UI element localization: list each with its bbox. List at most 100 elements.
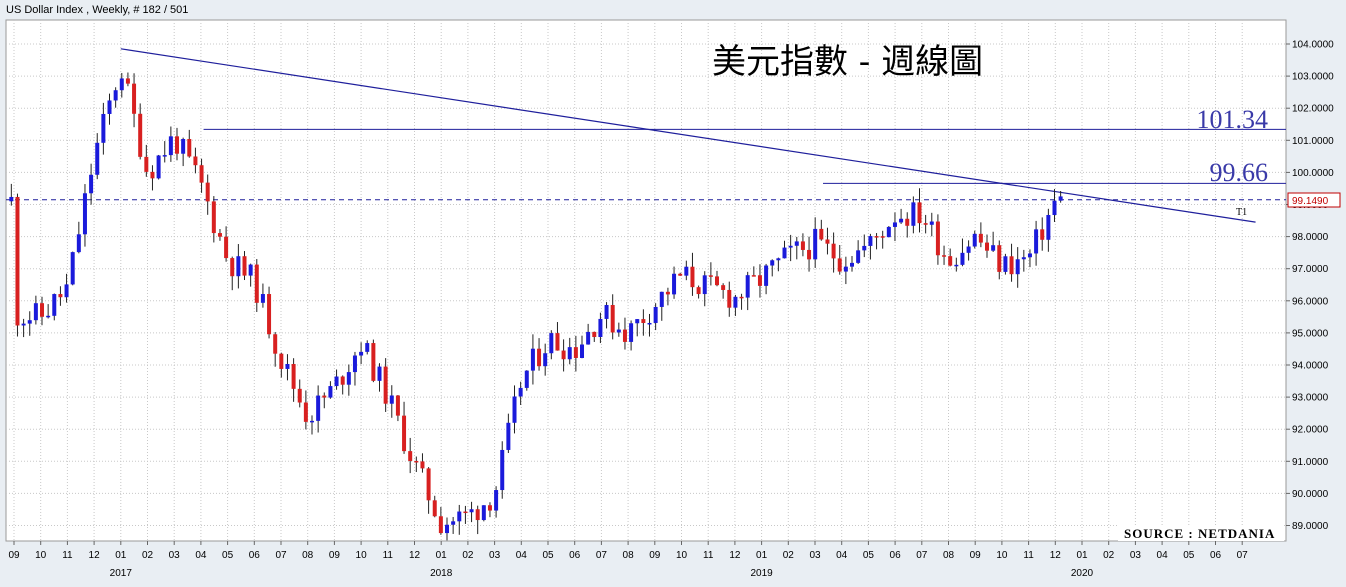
- candle-body: [991, 245, 996, 251]
- x-tick-label: 10: [35, 550, 47, 561]
- x-tick-label: 02: [142, 550, 154, 561]
- y-tick-label: 103.0000: [1292, 72, 1334, 83]
- candle-body: [770, 260, 775, 266]
- candle-body: [316, 395, 321, 421]
- candle: [561, 339, 566, 372]
- candle: [52, 293, 57, 321]
- candle-body: [555, 333, 560, 351]
- x-axis: 09 10 11 12 01 02 03 04 05 06 07 08 09 10 11 12 01 02 03 04…: [8, 541, 1248, 579]
- x-tick-label: 08: [302, 550, 314, 561]
- y-tick-label: 102.0000: [1292, 104, 1334, 115]
- candle: [260, 283, 265, 308]
- candle: [886, 226, 891, 238]
- candle: [175, 127, 180, 161]
- candle: [445, 517, 450, 541]
- candle-body: [181, 139, 186, 154]
- candle: [1003, 253, 1008, 275]
- candle: [254, 259, 259, 312]
- candle: [825, 227, 830, 255]
- candle-body: [672, 273, 677, 295]
- candle-body: [420, 461, 425, 469]
- candle: [721, 283, 726, 299]
- x-tick-label: 06: [569, 550, 581, 561]
- candle-body: [776, 258, 781, 261]
- candle-body: [899, 218, 904, 223]
- candle: [322, 392, 327, 409]
- candle-body: [310, 420, 315, 423]
- year-label: 2018: [430, 568, 453, 579]
- candle-body: [475, 509, 480, 521]
- y-tick-label: 89.0000: [1292, 521, 1329, 532]
- candle-body: [917, 202, 922, 224]
- candle: [125, 72, 130, 87]
- x-tick-label: 11: [703, 550, 714, 561]
- x-tick-label: 04: [1157, 550, 1169, 561]
- candle: [40, 296, 45, 326]
- candle: [420, 453, 425, 473]
- candle-body: [874, 236, 879, 238]
- candle: [438, 506, 443, 535]
- candle-body: [40, 303, 45, 317]
- candle: [622, 317, 627, 350]
- candle-body: [1021, 257, 1026, 260]
- candle: [782, 240, 787, 259]
- candle-body: [365, 343, 370, 352]
- candle-body: [76, 234, 81, 253]
- candle: [144, 144, 149, 177]
- candle-body: [1015, 259, 1020, 275]
- y-tick-label: 92.0000: [1292, 425, 1329, 436]
- candle: [745, 271, 750, 311]
- candle: [346, 364, 351, 396]
- candle: [76, 221, 81, 254]
- candle-body: [862, 245, 867, 251]
- x-tick-label: 04: [836, 550, 848, 561]
- candle-body: [359, 351, 364, 356]
- candle-body: [377, 366, 382, 381]
- candle-body: [696, 287, 701, 295]
- candle: [463, 505, 468, 524]
- candle-body: [260, 294, 265, 303]
- x-tick-label: 12: [409, 550, 421, 561]
- candle-body: [518, 387, 523, 397]
- candles: [9, 72, 1063, 541]
- candle-body: [1040, 229, 1045, 240]
- candle-body: [868, 236, 873, 246]
- candle: [549, 330, 554, 360]
- candle: [1046, 208, 1051, 252]
- x-tick-label: 10: [356, 550, 368, 561]
- candle: [352, 351, 357, 386]
- candle-body: [463, 511, 468, 514]
- candle-body: [892, 222, 897, 227]
- candle: [917, 188, 922, 233]
- x-tick-label: 05: [542, 550, 554, 561]
- candle-body: [33, 303, 38, 321]
- candle-body: [297, 388, 302, 403]
- x-tick-label: 01: [756, 550, 768, 561]
- candle-body: [616, 329, 621, 333]
- candle-body: [800, 241, 805, 250]
- candle: [414, 456, 419, 473]
- candle-body: [1009, 256, 1014, 275]
- candle-body: [469, 509, 474, 513]
- candle-body: [745, 275, 750, 298]
- candle: [113, 87, 118, 108]
- candle-body: [224, 236, 229, 259]
- candle-body: [138, 113, 143, 157]
- candle: [610, 294, 615, 340]
- candle-body: [64, 284, 69, 298]
- candle-body: [52, 294, 57, 316]
- x-tick-label: 06: [1210, 550, 1222, 561]
- candle: [58, 286, 63, 306]
- candle: [659, 291, 664, 321]
- candle: [530, 334, 535, 385]
- candle: [715, 270, 720, 287]
- candle: [101, 102, 106, 155]
- candle-body: [978, 233, 983, 243]
- candle-body: [273, 334, 278, 354]
- candle: [150, 165, 155, 191]
- candle-body: [205, 182, 210, 202]
- candle-body: [635, 319, 640, 324]
- y-tick-label: 104.0000: [1292, 40, 1334, 51]
- candle-body: [997, 245, 1002, 272]
